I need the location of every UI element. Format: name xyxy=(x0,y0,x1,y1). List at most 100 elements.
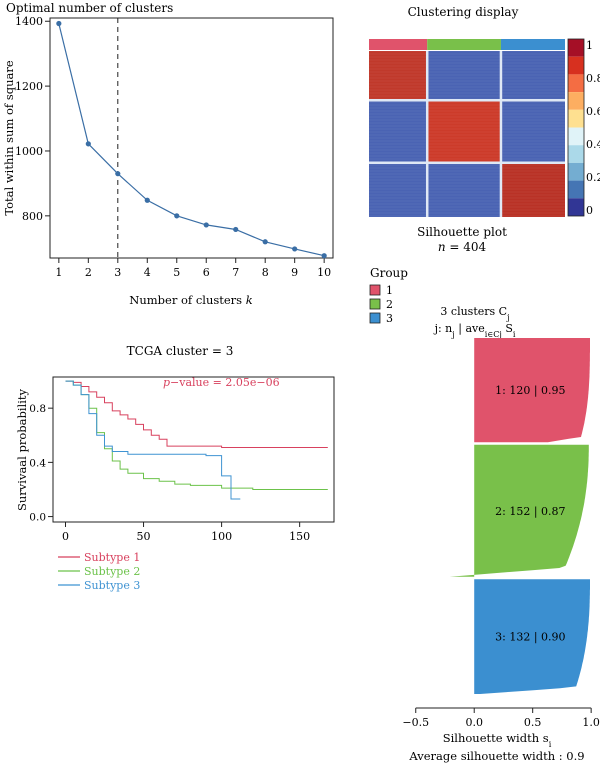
elbow-point xyxy=(203,222,209,228)
silhouette-x-label: Silhouette width si xyxy=(443,731,552,749)
heatmap-group-bar xyxy=(369,39,565,50)
elbow-y-tick-label: 1200 xyxy=(15,80,43,93)
elbow-points xyxy=(56,20,327,259)
colorbar-segment xyxy=(568,198,584,216)
colorbar-segment xyxy=(568,39,584,57)
legend-label: 1 xyxy=(386,284,393,297)
legend-label: 3 xyxy=(386,312,393,325)
colorbar-segment xyxy=(568,145,584,163)
silhouette-cluster-label: 2: 152 | 0.87 xyxy=(495,505,565,519)
heatmap-panel: Clustering display 1 0.8 0.6 0.4 0.2 0 Silhou… xyxy=(369,5,600,325)
survival-pvalue: p−value = 2.05e−06 xyxy=(163,376,280,389)
heatmap-group-bar-segment xyxy=(427,39,501,50)
colorbar-segment xyxy=(568,56,584,75)
elbow-panel: Optimal number of clusters 8001000120014… xyxy=(2,1,334,307)
survival-y-tick-label: 0.8 xyxy=(29,403,46,415)
silhouette-cluster-bar xyxy=(449,444,589,577)
survival-x-tick-label: 100 xyxy=(211,530,232,543)
silhouette-footer: Average silhouette width : 0.9 xyxy=(408,749,584,763)
colorbar-tick-label: 0.8 xyxy=(586,72,600,85)
elbow-y-label: Total within sum of square xyxy=(2,60,16,216)
survival-legend-label: Subtype 2 xyxy=(84,565,140,578)
legend-title: Group xyxy=(370,266,408,280)
silhouette-x-tick-label: 1.0 xyxy=(582,716,600,729)
survival-legend-label: Subtype 3 xyxy=(84,579,140,592)
elbow-x-tick-label: 1 xyxy=(55,266,62,279)
survival-plot-frame xyxy=(52,376,335,523)
elbow-x-tick-label: 5 xyxy=(173,266,180,279)
survival-curve xyxy=(65,380,241,500)
colorbar-segment xyxy=(568,92,584,110)
elbow-line xyxy=(58,23,325,257)
survival-panel: TCGA cluster = 3 p−value = 2.05e−06 0.00… xyxy=(15,344,335,592)
elbow-x-tick-label: 7 xyxy=(232,266,239,279)
survival-x-axis: 0 50 100 150 xyxy=(62,522,310,543)
colorbar-tick-label: 0 xyxy=(586,204,593,217)
survival-legend-label: Subtype 1 xyxy=(84,551,140,564)
colorbar-tick-label: 0.2 xyxy=(586,171,600,184)
silhouette-cluster-label: 1: 120 | 0.95 xyxy=(495,384,565,398)
elbow-x-tick-label: 8 xyxy=(262,266,269,279)
silhouette-x-tick-label: 0.5 xyxy=(524,716,542,729)
elbow-x-label: Number of clusters k xyxy=(129,293,252,307)
heatmap-diagonal-block xyxy=(427,100,501,163)
elbow-point xyxy=(262,239,268,245)
survival-y-tick-label: 0.0 xyxy=(29,512,46,524)
heatmap-diagonal-block xyxy=(500,162,565,217)
elbow-title: Optimal number of clusters xyxy=(6,1,173,15)
colorbar-tick-label: 0.6 xyxy=(586,105,600,118)
elbow-x-tick-label: 10 xyxy=(317,266,331,279)
silhouette-cluster-bar xyxy=(474,338,590,443)
heatmap-subtitle: Silhouette plot xyxy=(417,225,507,239)
colorbar-segment xyxy=(568,127,584,146)
silhouette-panel: 3 clusters Cj j: nj | avei∈Cj Si 1: 120 … xyxy=(402,305,600,763)
elbow-y-axis: 800 1000 1200 1400 xyxy=(15,15,50,223)
survival-curves xyxy=(65,380,328,500)
silhouette-clusters-title: 3 clusters Cj xyxy=(440,305,509,322)
group-legend: 123 xyxy=(369,284,393,325)
elbow-point xyxy=(115,171,121,177)
colorbar-segment xyxy=(568,74,584,93)
legend-swatch xyxy=(369,312,381,324)
legend-swatch xyxy=(369,284,381,296)
elbow-x-tick-label: 2 xyxy=(85,266,92,279)
survival-y-tick-label: 0.4 xyxy=(29,457,46,469)
elbow-point xyxy=(321,253,327,259)
survival-x-tick-label: 50 xyxy=(137,530,151,543)
silhouette-bars: 1: 120 | 0.95 2: 152 | 0.87 3: 132 | 0.90 xyxy=(449,338,590,694)
colorbar-tick-label: 1 xyxy=(586,39,593,52)
survival-x-tick-label: 150 xyxy=(289,530,310,543)
elbow-plot-frame xyxy=(49,17,334,259)
legend-label: 2 xyxy=(386,298,393,311)
survival-curve xyxy=(65,380,328,448)
elbow-x-axis: 1 2 3 4 5 6 7 8 9 10 xyxy=(55,258,331,279)
elbow-y-tick-label: 1400 xyxy=(15,15,43,28)
heatmap-group-bar-segment xyxy=(369,39,428,50)
elbow-x-tick-label: 3 xyxy=(114,266,121,279)
heatmap-n-label: n = 404 xyxy=(438,240,487,254)
colorbar-segment xyxy=(568,162,584,181)
colorbar-frame xyxy=(567,38,585,217)
heatmap-diagonal-block xyxy=(369,51,428,101)
survival-y-axis: 0.0 0.4 0.8 xyxy=(29,403,53,524)
silhouette-x-axis: −0.5 0.0 0.5 1.0 xyxy=(402,707,600,729)
heatmap-group-bar-segment xyxy=(500,39,565,50)
heatmap-body xyxy=(369,50,565,217)
colorbar-tick-label: 0.4 xyxy=(586,138,600,151)
elbow-y-tick-label: 1000 xyxy=(15,145,43,158)
survival-x-tick-label: 0 xyxy=(62,530,69,543)
elbow-point xyxy=(85,141,91,147)
silhouette-x-tick-label: −0.5 xyxy=(402,716,429,729)
survival-y-label: Survivaal probability xyxy=(15,388,29,511)
elbow-x-tick-label: 9 xyxy=(291,266,298,279)
legend-swatch xyxy=(369,298,381,310)
elbow-point xyxy=(144,197,150,203)
elbow-x-tick-label: 6 xyxy=(203,266,210,279)
elbow-x-tick-label: 4 xyxy=(144,266,151,279)
colorbar-segment xyxy=(568,180,584,199)
heatmap-colorbar: 1 0.8 0.6 0.4 0.2 0 xyxy=(567,38,600,217)
silhouette-x-tick-label: 0.0 xyxy=(465,716,483,729)
silhouette-cluster-label: 3: 132 | 0.90 xyxy=(495,631,565,645)
